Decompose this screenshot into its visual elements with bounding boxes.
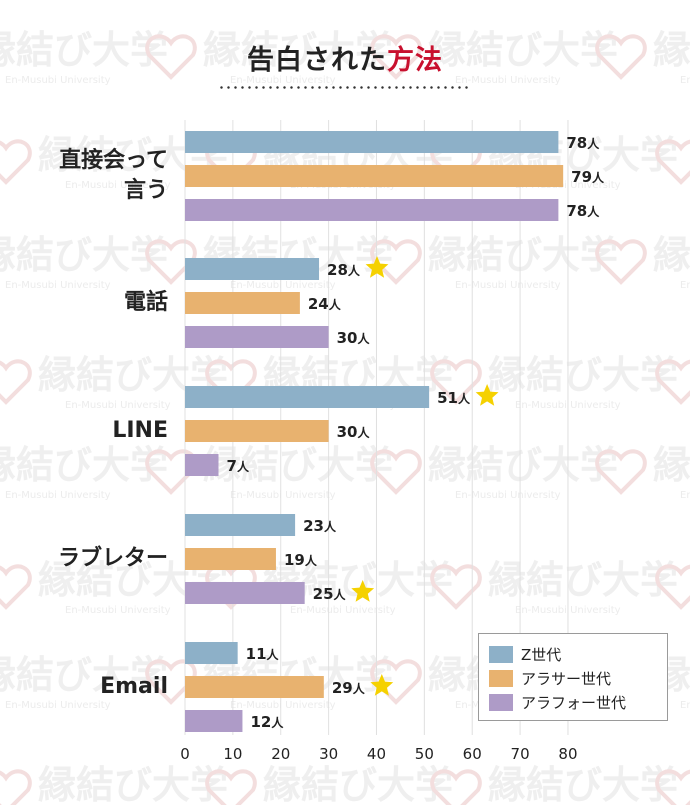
legend-item-around-30: アラサー世代 [489,666,667,690]
legend-item-gen-z: Z世代 [489,642,667,666]
data-label: 51人 [437,389,471,407]
data-label: 30人 [337,423,371,441]
legend-swatch-around-30 [489,669,513,687]
chart-title: 告白された方法 [0,38,690,77]
data-label: 25人 [313,585,347,603]
x-tick-label: 40 [367,745,386,763]
x-tick-label: 10 [223,745,242,763]
star-icon [370,674,394,696]
data-label: 29人 [332,679,366,697]
star-icon [475,384,499,406]
data-label: 79人 [571,168,605,186]
bar [185,710,243,732]
category-label: Email [100,674,168,699]
legend-label-around-40: アラフォー世代 [521,693,627,712]
bar [185,420,329,442]
bar [185,548,276,570]
bar [185,165,564,187]
bar [185,199,559,221]
data-label: 19人 [284,551,318,569]
bar [185,454,219,476]
x-tick-label: 0 [180,745,190,763]
data-label: 78人 [566,134,600,152]
data-label: 30人 [337,329,371,347]
title-underline-dots [218,86,472,89]
category-label: ラブレター [57,546,168,571]
bar [185,131,559,153]
legend: Z世代 アラサー世代 アラフォー世代 [478,633,668,721]
bar [185,292,300,314]
data-label: 24人 [308,295,342,313]
title-main: 告白された [247,45,387,76]
bar [185,258,320,280]
bar [185,676,324,698]
legend-label-gen-z: Z世代 [521,645,562,664]
x-tick-label: 60 [463,745,482,763]
legend-swatch-gen-z [489,645,513,663]
data-label: 7人 [227,457,250,475]
bar [185,514,296,536]
x-tick-label: 20 [271,745,290,763]
x-tick-label: 70 [511,745,530,763]
legend-item-around-40: アラフォー世代 [489,690,667,714]
bar [185,386,430,408]
data-label: 11人 [246,645,280,663]
bar [185,642,238,664]
bar [185,582,305,604]
star-icon [365,256,389,278]
data-label: 28人 [327,261,361,279]
data-label: 12人 [250,713,284,731]
legend-label-around-30: アラサー世代 [521,669,612,688]
legend-swatch-around-40 [489,693,513,711]
x-tick-label: 30 [319,745,338,763]
data-label: 23人 [303,517,337,535]
star-icon [351,580,375,602]
data-label: 78人 [566,202,600,220]
category-label: LINE [112,418,168,443]
x-tick-label: 80 [558,745,577,763]
title-accent: 方法 [387,45,443,76]
bar [185,326,329,348]
category-label: 電話 [123,290,168,315]
category-label: 直接会って 言う [59,148,168,203]
x-tick-label: 50 [415,745,434,763]
